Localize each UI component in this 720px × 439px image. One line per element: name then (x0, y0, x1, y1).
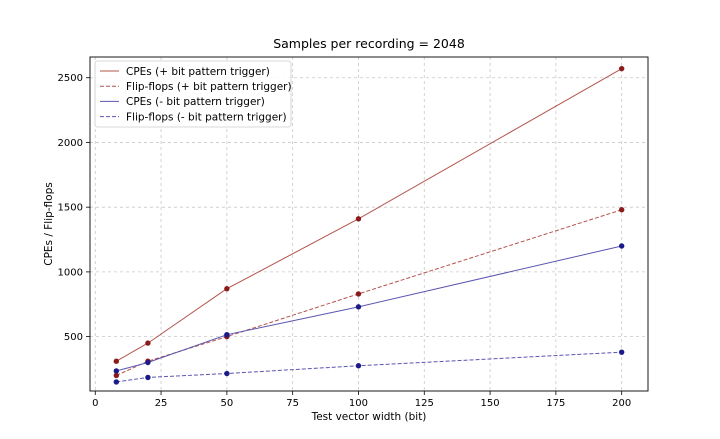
x-tick-label: 175 (546, 398, 565, 409)
legend-label: CPEs (- bit pattern trigger) (126, 96, 265, 108)
data-point (224, 331, 230, 338)
legend-box (94, 60, 292, 128)
data-point (224, 370, 230, 377)
legend: CPEs (+ bit pattern trigger) Flip-flops (… (94, 60, 292, 128)
data-point (224, 286, 230, 292)
data-point (618, 243, 625, 249)
plot-series (113, 65, 625, 385)
data-point (113, 372, 120, 379)
data-point (145, 374, 151, 381)
y-tick-label: 2000 (58, 138, 83, 149)
x-tick-label: 0 (92, 398, 98, 409)
chart-title: Samples per recording = 2048 (273, 36, 465, 51)
data-point (113, 368, 120, 374)
y-tick-label: 1500 (58, 203, 83, 214)
legend-label: Flip-flops (+ bit pattern trigger) (126, 81, 292, 93)
legend-label: CPEs (+ bit pattern trigger) (126, 66, 270, 78)
y-tick-label: 500 (64, 332, 83, 343)
data-point (355, 291, 362, 297)
y-tick-label: 2500 (58, 73, 83, 84)
data-point (355, 216, 362, 222)
x-tick-label: 25 (155, 398, 168, 409)
data-point (355, 363, 362, 369)
data-point (355, 304, 362, 310)
data-point (145, 359, 151, 366)
x-tick-label: 100 (349, 398, 368, 409)
data-point (618, 207, 625, 213)
data-point (618, 65, 625, 72)
series-4 (113, 349, 625, 385)
x-tick-label: 125 (415, 398, 434, 409)
axis-ticks: 0 25 50 75 100 125 150 175 200 500 1000 1500 2000 250… (58, 73, 632, 409)
y-axis-label: CPEs / Flip-flops (43, 182, 55, 265)
data-point (113, 358, 120, 364)
series-1 (113, 65, 625, 364)
x-tick-label: 150 (481, 398, 500, 409)
x-axis-label: Test vector width (bit) (311, 411, 427, 423)
data-point (618, 349, 625, 355)
data-point (113, 379, 120, 385)
x-tick-label: 200 (612, 398, 631, 409)
x-tick-label: 50 (221, 398, 234, 409)
y-tick-label: 1000 (58, 267, 83, 278)
legend-label: Flip-flops (- bit pattern trigger) (126, 111, 287, 123)
x-tick-label: 75 (286, 398, 299, 409)
plot-frame (89, 56, 649, 392)
data-point (145, 340, 151, 346)
series-3 (113, 243, 625, 374)
